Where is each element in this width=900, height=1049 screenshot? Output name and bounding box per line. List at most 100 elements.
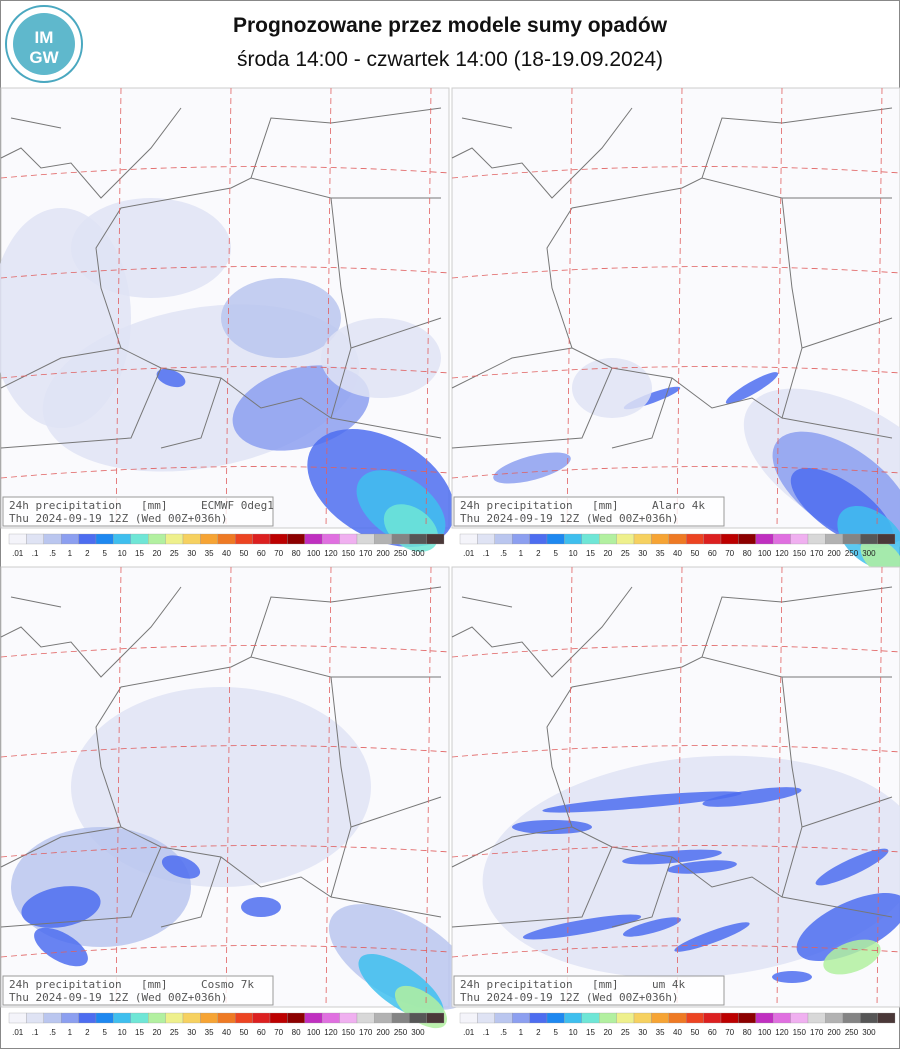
colorbar-swatch <box>113 1012 131 1024</box>
panel-label: 24h precipitation <box>9 499 122 512</box>
colorbar-label: 40 <box>222 1028 231 1037</box>
colorbar-label: 70 <box>725 549 734 558</box>
colorbar-label: 150 <box>342 1028 356 1037</box>
graticule <box>451 945 900 958</box>
colorbar-label: 120 <box>324 549 338 558</box>
precip-area <box>161 855 201 879</box>
border <box>0 107 442 449</box>
colorbar-label: 70 <box>725 1028 734 1037</box>
graticule <box>0 266 450 279</box>
colorbar-swatch <box>459 1012 478 1024</box>
colorbar-swatch <box>790 533 809 545</box>
colorbar-label: 5 <box>102 1028 107 1037</box>
colorbar-label: .01 <box>12 1028 24 1037</box>
colorbar-swatch <box>165 533 184 545</box>
colorbar-label: 1 <box>519 549 524 558</box>
colorbar-swatch <box>374 533 392 545</box>
graticule <box>0 366 450 379</box>
colorbar-label: 15 <box>135 1028 144 1037</box>
colorbar-swatch <box>512 1012 530 1024</box>
colorbar-label: 15 <box>586 1028 595 1037</box>
colorbar-label: 2 <box>536 1028 541 1037</box>
graticule <box>451 645 900 658</box>
colorbar-swatch <box>287 1012 305 1024</box>
colorbar-label: 2 <box>536 549 541 558</box>
graticule <box>566 87 573 529</box>
colorbar-label: 35 <box>205 1028 214 1037</box>
colorbar-label: 50 <box>690 549 699 558</box>
colorbar-swatch <box>703 1012 722 1024</box>
graticule <box>115 566 122 1008</box>
colorbar-label: 60 <box>257 1028 266 1037</box>
colorbar-label: 80 <box>743 549 752 558</box>
colorbar-label: 30 <box>187 1028 196 1037</box>
colorbar-swatch <box>564 1012 582 1024</box>
colorbar: .01.1.5 1 2 5 10 15 20 25 30 35 40 50 60 70 80 100 120 15… <box>459 533 896 558</box>
colorbar-label: .5 <box>49 549 56 558</box>
panel-model: Alaro 4k <box>652 499 705 512</box>
precip-area <box>796 892 900 962</box>
precip-area <box>493 452 571 484</box>
colorbar-label: 250 <box>394 549 408 558</box>
colorbar-swatch <box>130 533 149 545</box>
graticule <box>451 266 900 279</box>
colorbar-label: 70 <box>274 1028 283 1037</box>
colorbar-swatch <box>269 533 288 545</box>
colorbar-label: 50 <box>239 549 248 558</box>
panel-label: 24h precipitation <box>9 978 122 991</box>
colorbar-swatch <box>409 533 427 545</box>
precip-area <box>21 886 101 928</box>
precip-area <box>241 897 281 917</box>
colorbar-label: 1 <box>519 1028 524 1037</box>
graticule <box>566 566 573 1008</box>
colorbar-label: 100 <box>758 549 772 558</box>
graticule <box>325 87 332 529</box>
colorbar-swatch <box>200 1012 218 1024</box>
colorbar-label: 25 <box>621 1028 630 1037</box>
graticule <box>0 645 450 658</box>
colorbar-swatch <box>842 1012 861 1024</box>
colorbar-label: 250 <box>394 1028 408 1037</box>
colorbar-swatch <box>235 1012 253 1024</box>
precip-area <box>221 278 341 358</box>
panel-model: um 4k <box>652 978 685 991</box>
colorbar-label: .01 <box>463 1028 475 1037</box>
colorbar-swatch <box>755 533 774 545</box>
colorbar-label: 40 <box>222 549 231 558</box>
colorbar-swatch <box>720 1012 739 1024</box>
colorbar-swatch <box>825 533 843 545</box>
graticule <box>0 845 450 858</box>
graticule <box>425 566 432 1008</box>
precip-area <box>512 820 592 834</box>
border <box>0 586 442 928</box>
colorbar-label: 30 <box>187 549 196 558</box>
colorbar-label: .1 <box>483 549 490 558</box>
graticule <box>0 745 450 758</box>
colorbar-swatch <box>356 1012 375 1024</box>
colorbar-swatch <box>564 533 582 545</box>
colorbar-swatch <box>860 533 878 545</box>
colorbar-swatch <box>43 533 62 545</box>
colorbar-swatch <box>339 1012 358 1024</box>
colorbar-label: 5 <box>553 549 558 558</box>
graticule <box>876 87 883 529</box>
colorbar-swatch <box>616 1012 635 1024</box>
graticule <box>0 945 450 958</box>
colorbar-label: 100 <box>307 549 321 558</box>
colorbar-swatch <box>581 1012 600 1024</box>
colorbar-swatch <box>494 533 513 545</box>
graticule <box>876 566 883 1008</box>
colorbar-swatch <box>599 533 617 545</box>
graticule <box>0 166 450 179</box>
colorbar-swatch <box>43 1012 62 1024</box>
colorbar-label: .5 <box>500 549 507 558</box>
colorbar-label: 20 <box>152 549 161 558</box>
colorbar-label: 170 <box>359 1028 373 1037</box>
colorbar-swatch <box>755 1012 774 1024</box>
colorbar-label: 300 <box>862 549 876 558</box>
graticule <box>676 87 683 529</box>
info-box <box>453 496 725 527</box>
colorbar-swatch <box>633 1012 652 1024</box>
